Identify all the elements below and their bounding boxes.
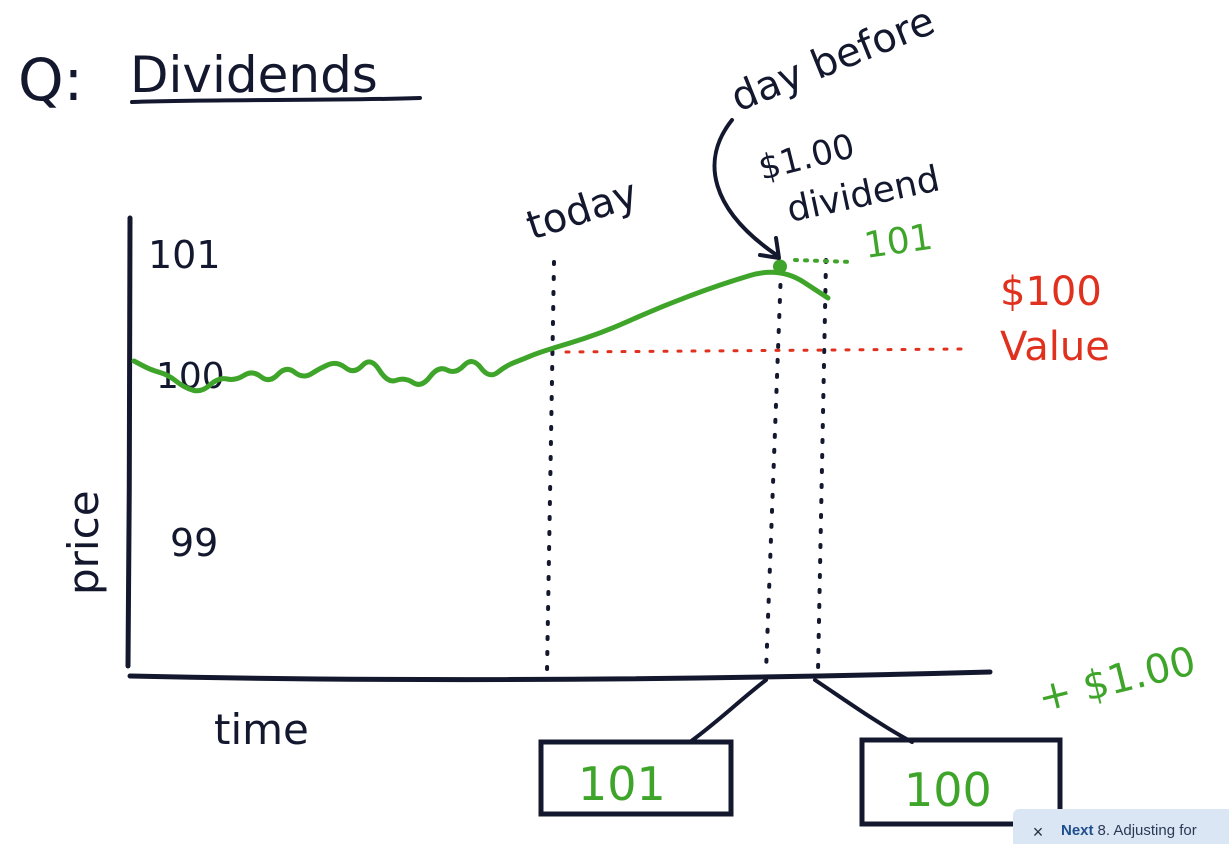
arrow-head: [758, 236, 781, 260]
close-icon[interactable]: ×: [1032, 822, 1044, 842]
x-axis: [127, 669, 993, 682]
y-axis: [125, 215, 133, 669]
x-axis-label: time: [214, 705, 309, 754]
next-lesson-bar[interactable]: × Next 8. Adjusting for: [1013, 809, 1229, 844]
before-box-connector: [688, 678, 768, 744]
y-axis-label: price: [59, 490, 108, 595]
annotation-arrow: [712, 118, 780, 258]
before-dividend-box: [538, 739, 734, 817]
day-before-label: day before: [725, 0, 942, 121]
peak-label: 101: [862, 217, 936, 267]
value-word-label: Value: [1000, 324, 1110, 370]
day-before-guide: [764, 268, 783, 674]
title-underline: [130, 96, 422, 104]
after-dividend-value: 100: [904, 763, 992, 817]
before-dividend-value: 101: [578, 757, 666, 811]
next-label: Next: [1061, 822, 1094, 839]
title-prefix: Q:: [18, 46, 83, 114]
next-lesson-text[interactable]: Next 8. Adjusting for: [1061, 822, 1197, 839]
after-box-connector: [813, 678, 914, 744]
price-series: [131, 259, 831, 394]
peak-point: [773, 259, 787, 274]
value-amount-label: $100: [1000, 269, 1102, 315]
price-line: [131, 269, 831, 394]
today-guide: [545, 260, 556, 674]
value-line: [564, 347, 967, 354]
next-lesson-title: 8. Adjusting for: [1097, 822, 1197, 839]
peak-dotted-line: [793, 258, 855, 264]
y-tick-99: 99: [170, 521, 218, 565]
y-tick-101: 101: [148, 233, 221, 277]
today-label: today: [521, 171, 643, 250]
plus-dividend-label: + $1.00: [1033, 638, 1200, 722]
page-title: Dividends: [130, 46, 378, 104]
ex-dividend-guide: [816, 258, 828, 674]
after-dividend-box: [859, 737, 1063, 827]
